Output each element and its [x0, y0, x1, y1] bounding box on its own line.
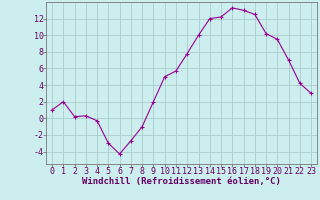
X-axis label: Windchill (Refroidissement éolien,°C): Windchill (Refroidissement éolien,°C) [82, 177, 281, 186]
